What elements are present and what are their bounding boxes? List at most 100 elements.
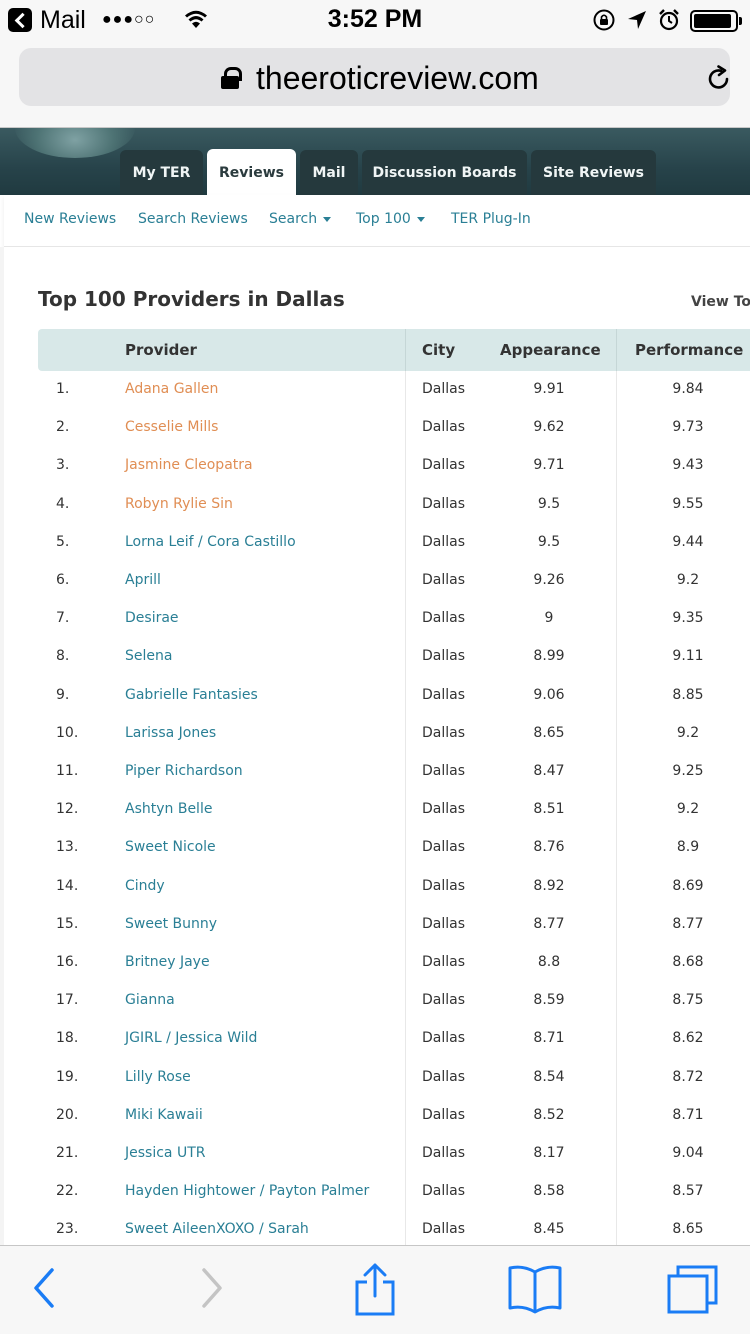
table-header: Provider City Appearance Performance	[38, 329, 750, 371]
appearance-score: 8.59	[533, 992, 565, 1009]
provider-link[interactable]: Jasmine Cleopatra	[125, 457, 253, 474]
city-cell: Dallas	[422, 992, 466, 1009]
table-row: 6. Aprill Dallas 9.26 9.2	[38, 570, 750, 608]
subnav-search-dropdown[interactable]: Search	[269, 211, 332, 227]
subnav-ter-plugin[interactable]: TER Plug-In	[451, 211, 531, 227]
appearance-score: 9	[544, 610, 554, 627]
status-bar: Mail ●●●○○ 3:52 PM	[0, 0, 750, 40]
tab-discussion-boards[interactable]: Discussion Boards	[362, 150, 527, 195]
provider-link[interactable]: Sweet Bunny	[125, 915, 218, 932]
city-cell: Dallas	[422, 915, 466, 932]
location-icon	[628, 11, 646, 29]
rank-cell: 22.	[56, 1183, 79, 1200]
header-city[interactable]: City	[422, 341, 456, 359]
provider-link[interactable]: Gianna	[125, 992, 175, 1009]
back-icon[interactable]	[30, 1266, 58, 1310]
appearance-score: 8.45	[533, 1221, 565, 1238]
url-text[interactable]: theeroticreview.com	[256, 60, 539, 96]
appearance-score: 8.51	[533, 801, 565, 818]
performance-score: 9.73	[672, 419, 704, 436]
header-provider[interactable]: Provider	[125, 341, 197, 359]
tab-my-ter[interactable]: My TER	[120, 150, 203, 195]
provider-link[interactable]: Jessica UTR	[125, 1145, 206, 1161]
subnav-search-reviews[interactable]: Search Reviews	[138, 211, 248, 227]
lock-icon	[221, 67, 242, 89]
rank-cell: 20.	[56, 1106, 79, 1123]
provider-link[interactable]: Ashtyn Belle	[125, 801, 213, 818]
performance-score: 8.72	[672, 1068, 704, 1085]
site-logo[interactable]	[15, 128, 135, 158]
bookmarks-icon[interactable]	[506, 1264, 564, 1314]
subnav-top100-dropdown[interactable]: Top 100	[356, 211, 425, 227]
rank-cell: 23.	[56, 1221, 79, 1238]
tab-site-reviews[interactable]: Site Reviews	[531, 150, 656, 195]
column-divider	[405, 329, 406, 371]
header-performance[interactable]: Performance	[635, 341, 744, 359]
tab-reviews[interactable]: Reviews	[207, 149, 296, 195]
table-row: 5. Lorna Leif / Cora Castillo Dallas 9.5 9.4…	[38, 532, 750, 570]
provider-link[interactable]: JGIRL / Jessica Wild	[125, 1030, 258, 1047]
back-to-app-label[interactable]: Mail	[40, 6, 86, 34]
view-top-link[interactable]: View To	[691, 294, 750, 310]
appearance-score: 9.62	[533, 419, 565, 436]
provider-link[interactable]: Desirae	[125, 610, 179, 627]
rank-cell: 18.	[56, 1030, 79, 1047]
provider-link[interactable]: Cindy	[125, 877, 165, 894]
rank-cell: 1.	[56, 381, 70, 397]
provider-link[interactable]: Lorna Leif / Cora Castillo	[125, 533, 296, 550]
table-row: 2. Cesselie Mills Dallas 9.62 9.73	[38, 417, 750, 455]
table-row: 21. Jessica UTR Dallas 8.17 9.04	[38, 1143, 750, 1181]
provider-link[interactable]: Aprill	[125, 572, 161, 588]
performance-score: 8.71	[672, 1106, 704, 1123]
appearance-score: 8.92	[533, 877, 565, 894]
provider-link[interactable]: Miki Kawaii	[125, 1106, 203, 1123]
performance-score: 8.68	[672, 954, 704, 970]
address-bar[interactable]: theeroticreview.com	[19, 48, 730, 106]
subnav-new-reviews[interactable]: New Reviews	[24, 211, 117, 227]
page-title: Top 100 Providers in Dallas	[38, 287, 345, 311]
sub-navigation: New Reviews Search Reviews Search Top 10…	[4, 195, 750, 247]
performance-score: 9.43	[672, 457, 704, 474]
provider-link[interactable]: Cesselie Mills	[125, 419, 219, 436]
reload-icon[interactable]	[705, 65, 733, 93]
appearance-score: 8.52	[533, 1106, 565, 1123]
provider-link[interactable]: Hayden Hightower / Payton Palmer	[125, 1183, 370, 1200]
rank-cell: 12.	[56, 801, 79, 818]
provider-link[interactable]: Piper Richardson	[125, 763, 243, 779]
table-row: 4. Robyn Rylie Sin Dallas 9.5 9.55	[38, 494, 750, 532]
provider-link[interactable]: Britney Jaye	[125, 954, 210, 970]
rank-cell: 6.	[56, 572, 70, 588]
appearance-score: 9.5	[537, 495, 561, 512]
tab-mail[interactable]: Mail	[300, 150, 358, 195]
performance-score: 9.84	[672, 381, 704, 397]
forward-icon[interactable]	[198, 1266, 226, 1310]
tabs-icon[interactable]	[666, 1264, 720, 1316]
provider-link[interactable]: Selena	[125, 648, 173, 665]
performance-score: 8.69	[672, 877, 704, 894]
table-row: 8. Selena Dallas 8.99 9.11	[38, 646, 750, 684]
provider-link[interactable]: Sweet AileenXOXO / Sarah	[125, 1221, 309, 1238]
alarm-icon	[659, 9, 679, 31]
city-cell: Dallas	[422, 801, 466, 818]
provider-link[interactable]: Gabrielle Fantasies	[125, 686, 258, 703]
provider-link[interactable]: Larissa Jones	[125, 724, 217, 741]
appearance-score: 8.99	[533, 648, 565, 665]
table-row: 15. Sweet Bunny Dallas 8.77 8.77	[38, 914, 750, 952]
provider-link[interactable]: Robyn Rylie Sin	[125, 495, 233, 512]
performance-score: 9.55	[672, 495, 704, 512]
share-icon[interactable]	[353, 1262, 397, 1318]
column-divider	[616, 329, 617, 371]
back-to-app-icon[interactable]	[8, 8, 32, 32]
provider-link[interactable]: Lilly Rose	[125, 1068, 191, 1085]
provider-link[interactable]: Adana Gallen	[125, 381, 219, 397]
table-row: 14. Cindy Dallas 8.92 8.69	[38, 876, 750, 914]
rank-cell: 7.	[56, 610, 70, 627]
header-appearance[interactable]: Appearance	[500, 341, 601, 359]
city-cell: Dallas	[422, 1145, 466, 1161]
table-row: 12. Ashtyn Belle Dallas 8.51 9.2	[38, 799, 750, 837]
appearance-score: 8.54	[533, 1068, 565, 1085]
table-row: 13. Sweet Nicole Dallas 8.76 8.9	[38, 837, 750, 875]
city-cell: Dallas	[422, 495, 466, 512]
provider-link[interactable]: Sweet Nicole	[125, 839, 216, 856]
